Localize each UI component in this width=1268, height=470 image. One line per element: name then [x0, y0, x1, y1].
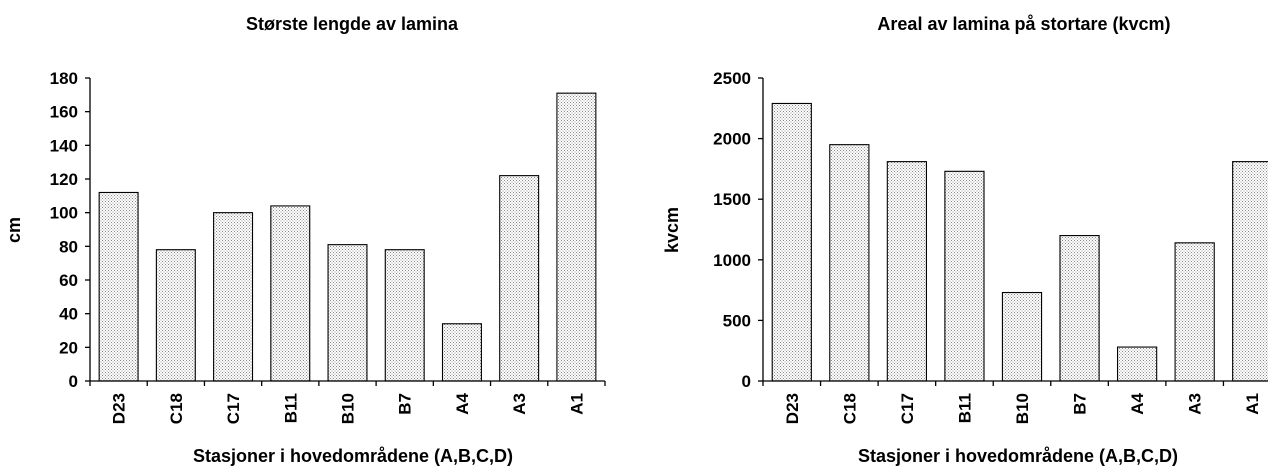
y-tick-label: 2500	[713, 69, 751, 88]
x-tick-label: D23	[783, 393, 802, 424]
x-tick-label: B11	[955, 393, 974, 423]
bar-b10	[327, 244, 368, 382]
y-tick-label: 0	[69, 372, 78, 391]
axes	[762, 78, 1268, 386]
y-tick-label: 160	[50, 103, 78, 122]
bars	[98, 92, 597, 382]
bar-c18	[155, 249, 196, 382]
x-tick-label: B7	[396, 393, 415, 415]
bar-c17	[213, 212, 254, 382]
x-tick-label: A1	[567, 393, 586, 415]
bar-b7	[384, 249, 425, 382]
chart-title: Største lengde av lamina	[246, 14, 459, 34]
y-ticks: 0 20 40 60 80 100 120 140 160 180	[50, 69, 90, 391]
bar-b11	[944, 170, 985, 382]
y-tick-label: 140	[50, 136, 78, 155]
y-axis-label: cm	[4, 217, 24, 243]
x-tick-label: A4	[453, 392, 472, 414]
x-axis-label: Stasjoner i hovedområdene (A,B,C,D)	[193, 446, 513, 466]
y-tick-label: 1500	[713, 190, 751, 209]
y-tick-label: 60	[59, 271, 78, 290]
bar-a1	[1232, 161, 1268, 382]
x-ticks: D23 C18 C17 B11 B10 B7 A4 A3 A1	[110, 392, 587, 424]
bar-a4	[441, 323, 482, 382]
x-tick-label: D23	[110, 393, 129, 424]
x-tick-label: A4	[1128, 392, 1147, 414]
x-tick-label: C17	[224, 393, 243, 424]
x-tick-label: C18	[167, 393, 186, 424]
x-tick-label: B10	[1013, 393, 1032, 424]
bar-c18	[829, 144, 870, 382]
x-tick-label: B7	[1071, 393, 1090, 415]
bar-d23	[771, 102, 812, 382]
y-tick-label: 180	[50, 69, 78, 88]
x-tick-label: C18	[840, 393, 859, 424]
bar-c17	[886, 161, 928, 382]
bar-b7	[1059, 235, 1100, 382]
x-tick-label: A3	[510, 393, 529, 415]
bar-d23	[98, 191, 139, 382]
y-tick-label: 120	[50, 170, 78, 189]
y-tick-label: 80	[59, 237, 78, 256]
x-tick-label: A3	[1186, 393, 1205, 415]
y-axis-label: kvcm	[662, 207, 682, 253]
chart-right-area: Areal av lamina på stortare (kvcm) kvcm …	[662, 14, 1268, 466]
bar-a4	[1116, 346, 1158, 382]
chart-title: Areal av lamina på stortare (kvcm)	[877, 14, 1170, 34]
x-tick-label: A1	[1243, 393, 1262, 415]
bar-b10	[1001, 291, 1043, 382]
x-tick-label: B10	[339, 393, 358, 424]
bars	[771, 102, 1268, 382]
bar-a1	[556, 92, 597, 382]
axes	[89, 78, 606, 386]
bar-a3	[1174, 242, 1215, 382]
x-axis-label: Stasjoner i hovedområdene (A,B,C,D)	[858, 446, 1178, 466]
y-ticks: 0 500 1000 1500 2000 2500	[713, 69, 763, 391]
x-tick-label: C17	[898, 393, 917, 424]
y-tick-label: 500	[723, 311, 751, 330]
y-tick-label: 100	[50, 204, 78, 223]
bar-a3	[499, 175, 540, 382]
y-tick-label: 0	[742, 372, 751, 391]
y-tick-label: 2000	[713, 130, 751, 149]
x-ticks: D23 C18 C17 B11 B10 B7 A4 A3 A1	[783, 392, 1262, 424]
y-tick-label: 1000	[713, 251, 751, 270]
bar-b11	[270, 205, 311, 382]
y-tick-label: 40	[59, 305, 78, 324]
chart-left-length: Største lengde av lamina cm Stasjoner i …	[4, 14, 606, 466]
y-tick-label: 20	[59, 338, 78, 357]
x-tick-label: B11	[281, 393, 300, 423]
